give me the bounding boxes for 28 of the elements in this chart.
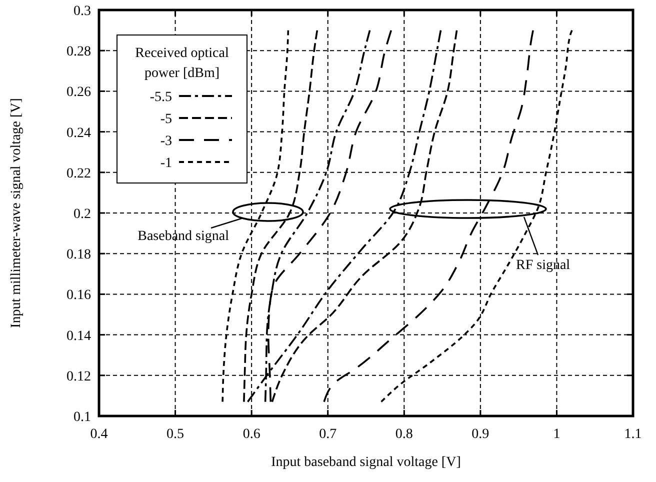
x-tick-label: 0.5: [166, 427, 184, 442]
legend-label: -1: [160, 156, 172, 171]
y-tick-label: 0.22: [66, 166, 91, 182]
y-tick-label: 0.12: [66, 369, 91, 384]
y-tick-label: 0.16: [66, 288, 91, 304]
x-tick-label: 1.1: [624, 427, 642, 442]
x-tick-label: 1: [553, 427, 560, 442]
legend-label: -3: [160, 134, 172, 149]
x-tick-label: 0.4: [90, 427, 108, 442]
y-tick-label: 0.26: [66, 85, 91, 100]
y-tick-label: 0.2: [74, 207, 91, 222]
x-tick-label: 0.7: [319, 427, 337, 442]
y-axis-title: Input millimeter-wave signal voltage [V]: [9, 98, 24, 328]
legend-label: -5.5: [150, 90, 172, 105]
y-tick-label: 0.14: [66, 328, 91, 344]
x-axis-title: Input baseband signal voltage [V]: [271, 455, 461, 470]
legend-label: -5: [160, 112, 172, 127]
x-tick-label: 0.8: [395, 427, 413, 442]
y-tick-label: 0.24: [66, 126, 91, 141]
y-tick-label: 0.28: [66, 44, 91, 60]
y-tick-label: 0.3: [74, 4, 91, 19]
y-tick-label: 0.1: [74, 410, 91, 425]
legend-title: Received optical power [dBm]: [135, 46, 229, 81]
annotation: Baseband signal: [138, 229, 230, 244]
y-tick-label: 0.18: [66, 248, 91, 263]
annotation: RF signal: [516, 258, 570, 273]
x-tick-label: 0.9: [472, 427, 490, 442]
x-tick-label: 0.6: [242, 427, 260, 442]
